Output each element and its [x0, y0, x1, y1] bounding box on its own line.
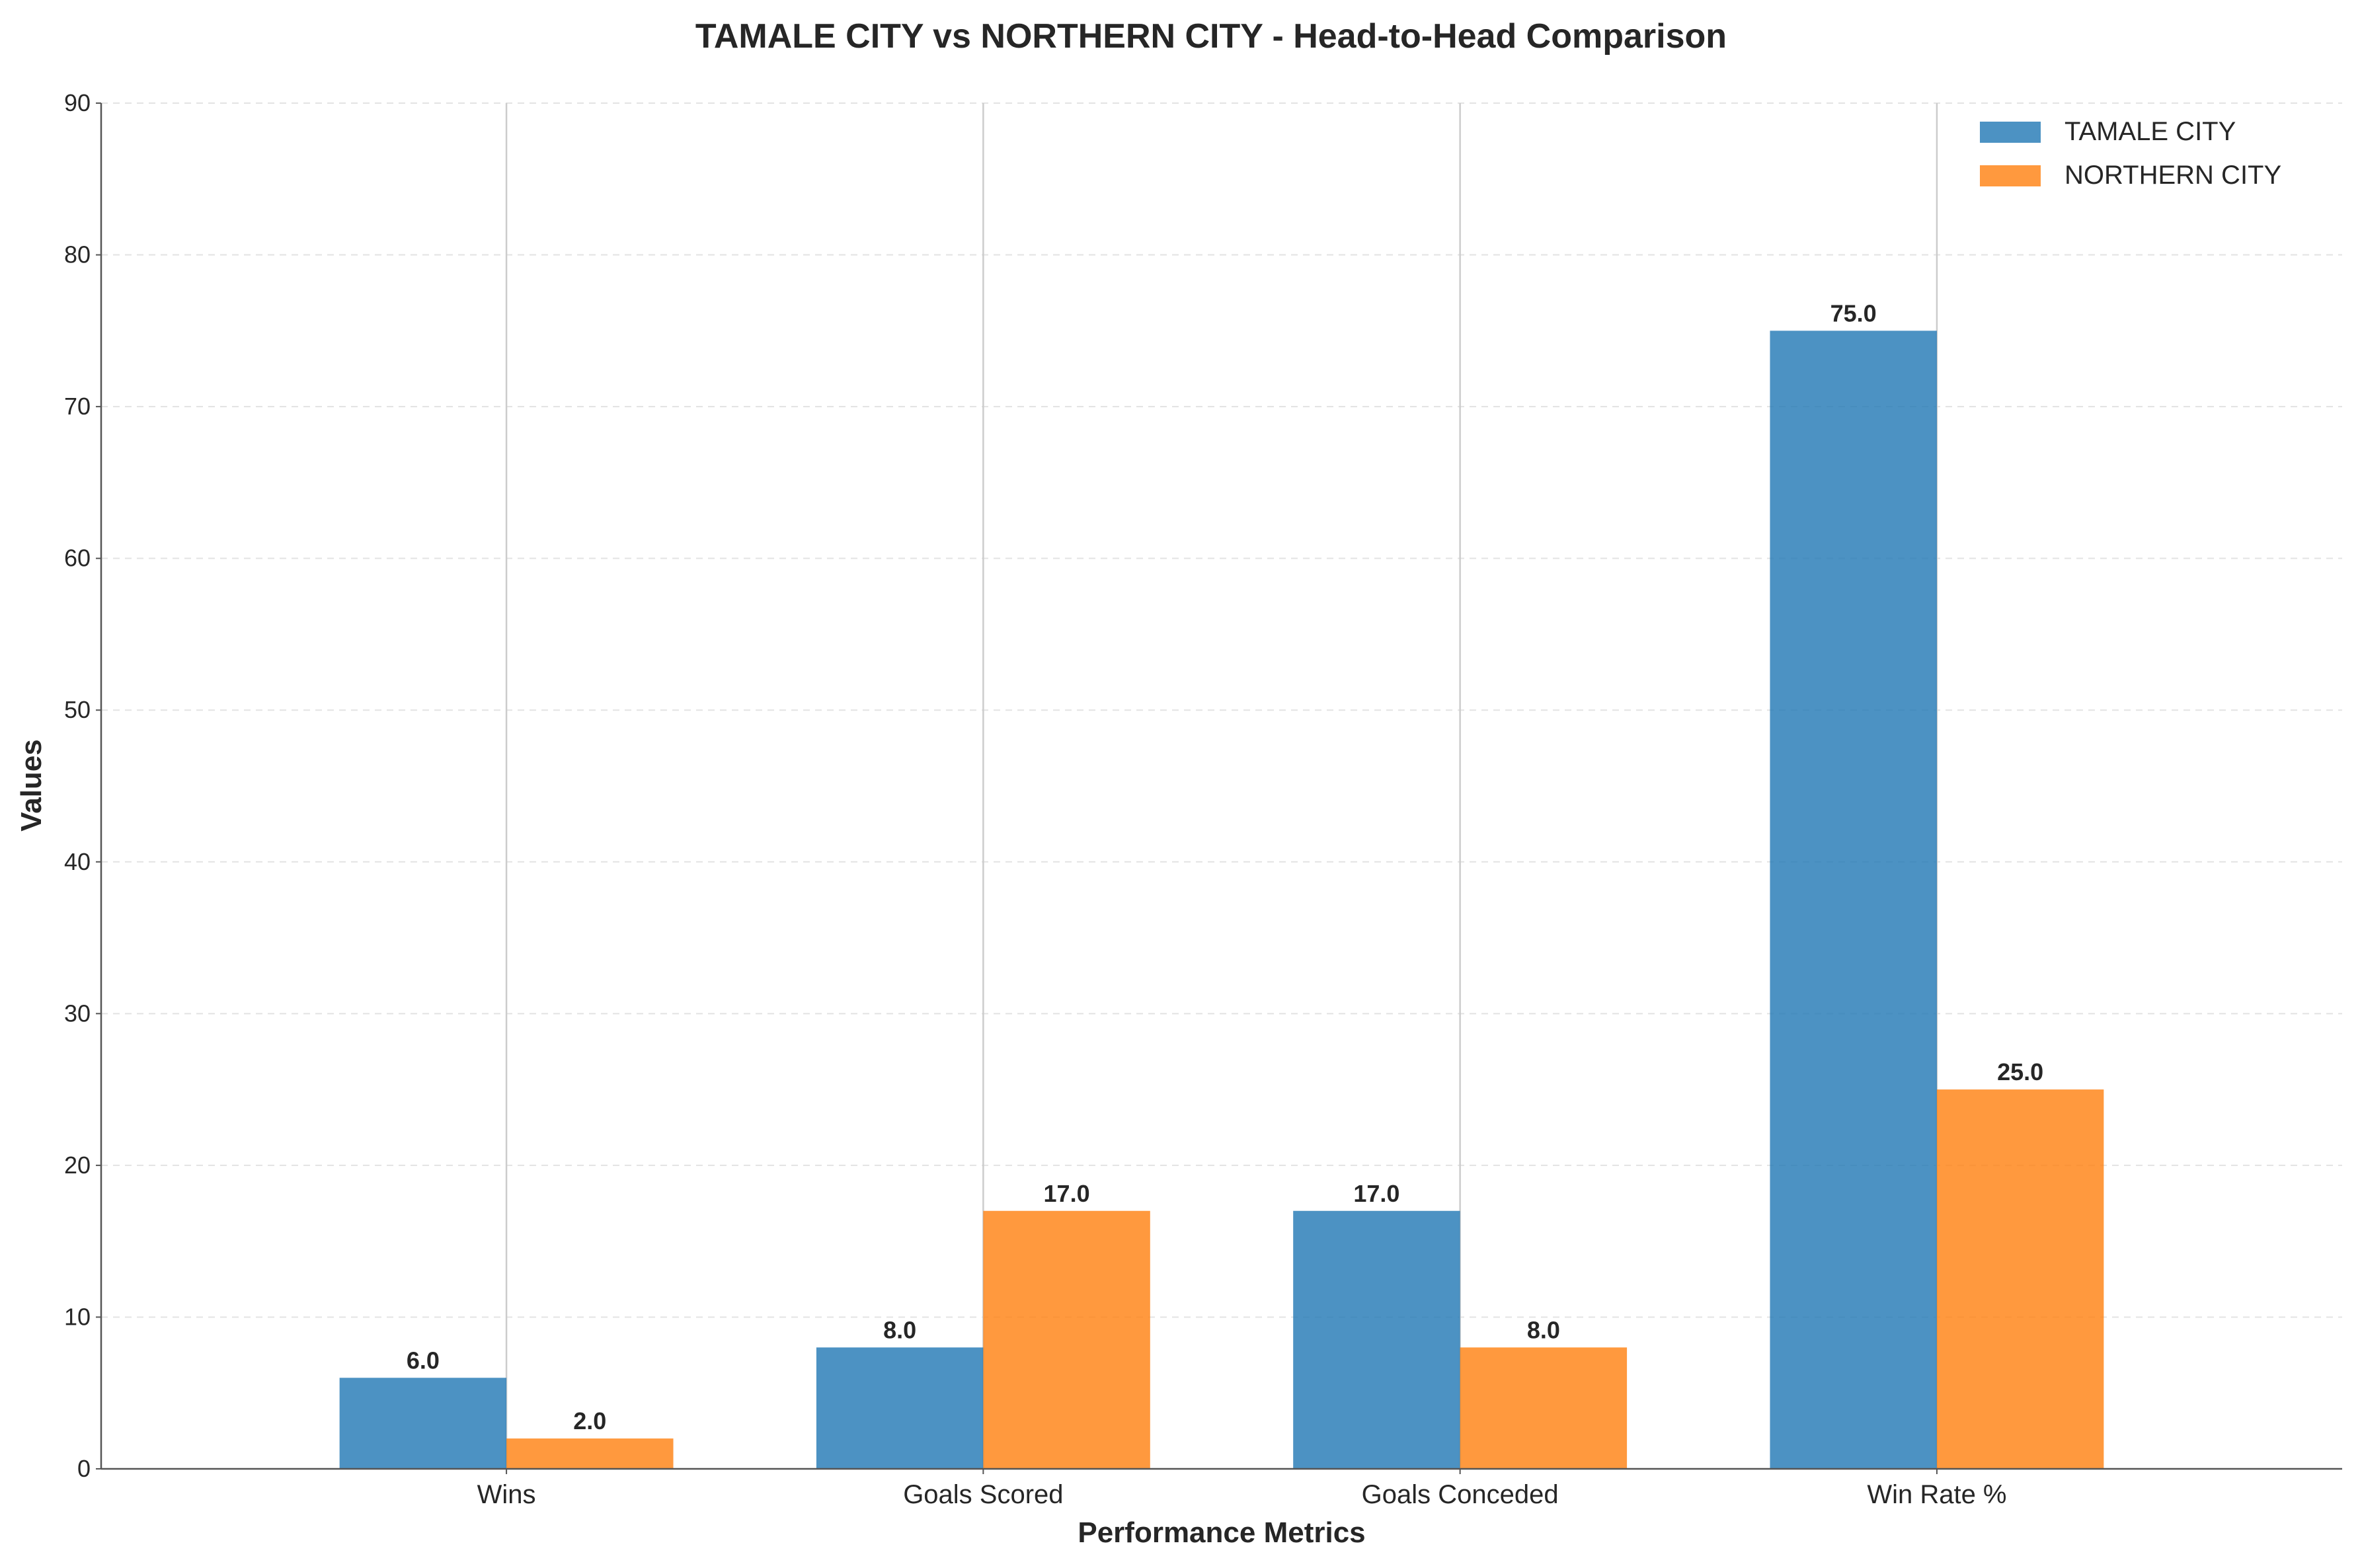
value-label: 75.0 — [1830, 299, 1877, 327]
y-tick-label: 50 — [64, 696, 91, 723]
bar-northern-city-2 — [1460, 1347, 1628, 1469]
legend-label: TAMALE CITY — [2065, 117, 2236, 146]
value-labels: 6.0 8.0 17.0 75.0 2.0 17.0 8.0 25.0 — [407, 299, 2043, 1434]
x-tick-label: Wins — [477, 1480, 536, 1509]
x-axis-label: Performance Metrics — [1078, 1516, 1365, 1549]
y-tick-label: 0 — [77, 1455, 91, 1482]
y-tick-label: 60 — [64, 545, 91, 572]
bar-tamale-city-0 — [339, 1378, 507, 1469]
x-tick-label: Goals Conceded — [1362, 1480, 1559, 1509]
chart-title: TAMALE CITY vs NORTHERN CITY - Head-to-H… — [695, 17, 1727, 56]
value-label: 25.0 — [1997, 1058, 2043, 1085]
value-label: 6.0 — [407, 1347, 440, 1374]
legend-swatch — [1980, 165, 2041, 186]
y-tick-label: 10 — [64, 1303, 91, 1330]
y-tick-label: 70 — [64, 393, 91, 420]
y-tick-label: 80 — [64, 241, 91, 268]
legend-swatch — [1980, 122, 2041, 143]
y-tick-label: 30 — [64, 1000, 91, 1027]
bar-tamale-city-1 — [816, 1347, 984, 1469]
legend: TAMALE CITY NORTHERN CITY — [1980, 117, 2281, 190]
y-tick-label: 90 — [64, 89, 91, 116]
y-axis-label: Values — [15, 739, 48, 831]
bar-northern-city-3 — [1936, 1089, 2104, 1469]
x-tick-label: Win Rate % — [1867, 1480, 2006, 1509]
y-tick-label: 20 — [64, 1152, 91, 1179]
bar-northern-city-1 — [983, 1210, 1150, 1469]
bar-tamale-city-2 — [1293, 1210, 1460, 1469]
x-tick-label: Goals Scored — [903, 1480, 1063, 1509]
value-label: 8.0 — [883, 1316, 916, 1343]
value-label: 17.0 — [1044, 1180, 1090, 1207]
value-label: 2.0 — [573, 1407, 606, 1434]
value-label: 8.0 — [1527, 1316, 1560, 1343]
bar-tamale-city-3 — [1770, 331, 1937, 1469]
bar-northern-city-0 — [506, 1438, 674, 1469]
value-label: 17.0 — [1353, 1180, 1399, 1207]
bars — [339, 331, 2104, 1469]
axes: 0 10 20 30 40 50 60 70 80 90 Wins Goals Scored Goals… — [64, 89, 2342, 1509]
legend-label: NORTHERN CITY — [2065, 161, 2281, 190]
y-tick-label: 40 — [64, 848, 91, 875]
